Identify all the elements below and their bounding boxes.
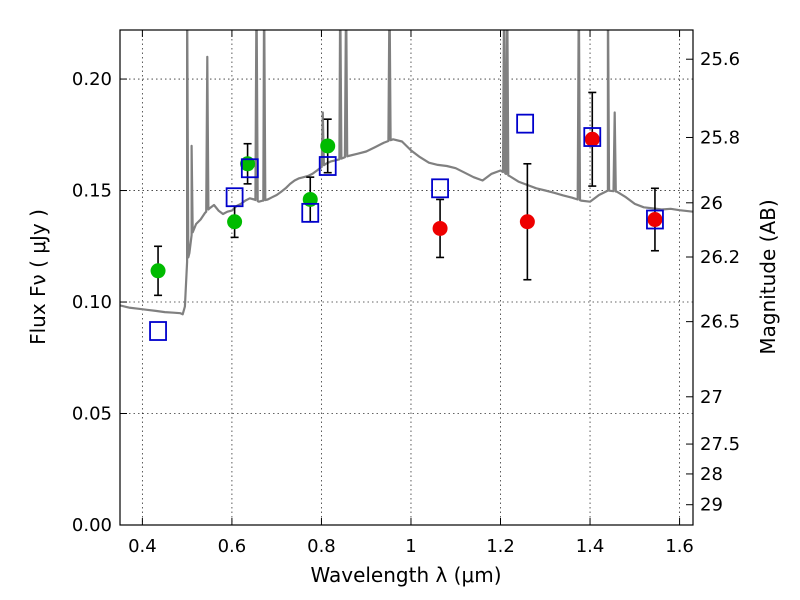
mag-tick-label: 26.2 xyxy=(700,247,740,268)
x-tick-label: 1.6 xyxy=(665,536,694,557)
observed-point-marker xyxy=(150,263,166,279)
mag-tick-label: 28 xyxy=(700,464,723,485)
y-tick-label: 0.05 xyxy=(72,404,112,425)
y-tick-label: 0.00 xyxy=(72,515,112,536)
y-axis-label-right: Magnitude (AB) xyxy=(756,199,780,354)
grid xyxy=(120,30,693,526)
model-square-marker xyxy=(583,127,602,147)
model-square-marker xyxy=(225,187,244,208)
model-spectrum-line xyxy=(120,30,693,316)
observed-point-marker xyxy=(320,138,336,154)
tick-labels: 0.4 0.6 0.8 1 1.2 1.4 1.6 0.00 0.05 0.10 0.15 0.20 2… xyxy=(72,49,740,557)
mag-tick-label: 27 xyxy=(700,387,723,408)
y-tick-label: 0.10 xyxy=(72,292,112,313)
plot-background xyxy=(120,30,693,525)
y-axis-label-left: Flux Fν ( μJy ) xyxy=(26,209,50,345)
model-square-marker xyxy=(431,178,449,199)
model-square-marker xyxy=(149,321,167,341)
x-tick-label: 1 xyxy=(405,536,416,557)
x-tick-label: 0.6 xyxy=(218,536,247,557)
y-tick-label: 0.20 xyxy=(72,69,112,90)
model-square-marker xyxy=(646,209,664,230)
ticks xyxy=(120,30,693,526)
mag-tick-label: 29 xyxy=(700,495,723,516)
model-square-marker xyxy=(240,158,259,179)
plot-frame xyxy=(119,29,694,526)
x-tick-label: 1.4 xyxy=(576,536,605,557)
mag-tick-label: 26 xyxy=(700,193,723,214)
model-spectrum-layer xyxy=(120,30,693,316)
observed-point-marker xyxy=(227,214,243,230)
x-tick-label: 0.4 xyxy=(128,536,157,557)
model-square-marker xyxy=(516,113,535,134)
model-square-marker xyxy=(301,202,320,223)
x-tick-label: 1.2 xyxy=(486,536,515,557)
model-square-marker xyxy=(318,156,337,176)
observed-point-marker xyxy=(647,212,663,228)
data-markers xyxy=(149,113,664,341)
observed-point-marker xyxy=(519,214,535,230)
observed-point-marker xyxy=(584,131,600,147)
mag-tick-label: 25.6 xyxy=(700,49,740,70)
y-tick-label: 0.15 xyxy=(72,181,112,202)
mag-tick-label: 25.8 xyxy=(700,127,740,148)
x-axis-label: Wavelength λ (μm) xyxy=(310,563,501,587)
x-tick-label: 0.8 xyxy=(307,536,336,557)
observed-point-marker xyxy=(432,220,448,236)
mag-tick-label: 26.5 xyxy=(700,312,740,333)
mag-tick-label: 27.5 xyxy=(700,434,740,455)
